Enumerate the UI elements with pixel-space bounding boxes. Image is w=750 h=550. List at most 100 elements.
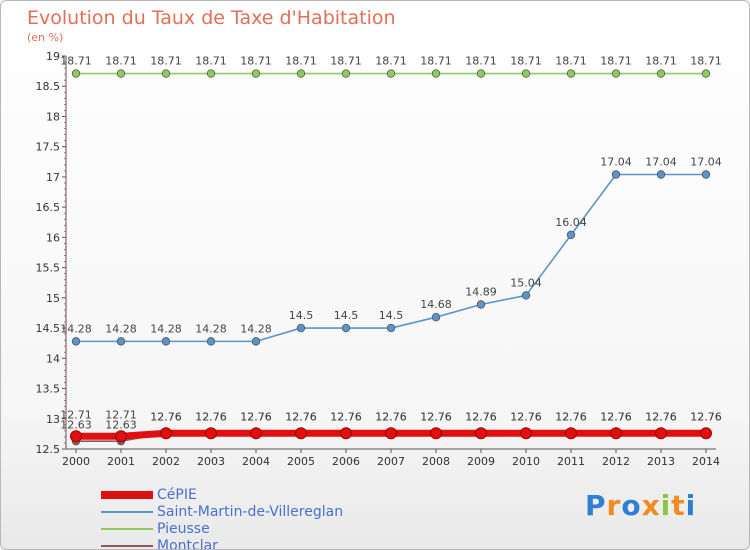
data-point <box>71 337 81 346</box>
data-label: 18.71 <box>105 55 137 68</box>
data-point <box>205 427 217 440</box>
data-label: 12.76 <box>510 410 542 423</box>
data-label: 12.63 <box>60 418 92 431</box>
data-point <box>431 69 441 78</box>
data-point <box>701 170 711 179</box>
data-label: 12.76 <box>375 410 407 423</box>
data-point <box>296 323 306 333</box>
data-label: 18.71 <box>195 55 227 68</box>
y-tick-label: 16 <box>46 231 60 244</box>
data-label: 14.5 <box>334 309 359 322</box>
data-point <box>251 69 261 78</box>
data-label: 12.76 <box>285 410 317 423</box>
y-tick-label: 15.5 <box>36 262 61 275</box>
data-label: 12.76 <box>690 410 722 423</box>
data-point <box>116 337 126 346</box>
data-point <box>700 427 712 440</box>
data-label: 14.5 <box>289 309 314 322</box>
data-label: 12.76 <box>645 410 677 423</box>
data-point <box>476 69 486 78</box>
data-point <box>386 69 396 78</box>
logo-letter: i <box>660 489 672 522</box>
x-tick-label: 2003 <box>197 455 225 468</box>
data-point <box>520 427 532 440</box>
x-tick-label: 2004 <box>242 455 270 468</box>
data-point <box>115 430 127 443</box>
data-label: 12.71 <box>60 408 92 421</box>
data-label: 18.71 <box>690 55 722 68</box>
data-label: 14.28 <box>60 322 92 335</box>
data-point <box>431 312 441 322</box>
data-label: 12.76 <box>465 410 497 423</box>
data-point <box>655 427 667 440</box>
data-label: 12.76 <box>240 410 272 423</box>
unit-label: (en %) <box>27 31 64 44</box>
data-point <box>566 230 576 240</box>
data-point <box>521 69 531 78</box>
data-point <box>70 430 82 443</box>
data-label: 14.28 <box>150 322 182 335</box>
x-tick-label: 2012 <box>602 455 630 468</box>
data-point <box>340 427 352 440</box>
data-point <box>430 427 442 440</box>
data-label: 18.71 <box>375 55 407 68</box>
series-2 <box>71 69 711 78</box>
data-point <box>296 69 306 78</box>
data-label: 18.71 <box>420 55 452 68</box>
logo-letter: x <box>641 489 661 522</box>
series-1 <box>71 170 711 346</box>
x-tick-label: 2013 <box>647 455 675 468</box>
data-label: 12.76 <box>195 410 227 423</box>
data-label: 18.71 <box>555 55 587 68</box>
data-label: 12.63 <box>105 418 137 431</box>
data-label: 12.76 <box>240 410 272 423</box>
data-point <box>206 337 216 346</box>
data-point <box>386 323 396 333</box>
data-label-layer: 12.71 12.71 12.76 12.76 12.76 12.76 12.76 12.76… <box>60 55 722 432</box>
y-tick-label: 12.5 <box>36 443 61 456</box>
axes: 12.5 13 13.5 14 14.5 15 15.5 16 16.5 17 17.5 18 18.5… <box>36 50 721 468</box>
data-point <box>295 427 307 440</box>
x-tick-label: 2002 <box>152 455 180 468</box>
y-tick-label: 18 <box>46 110 60 123</box>
data-point <box>250 427 262 440</box>
data-point <box>161 69 171 78</box>
data-label: 12.76 <box>690 410 722 423</box>
logo-letter: t <box>671 489 686 522</box>
data-label: 12.76 <box>555 410 587 423</box>
data-label: 12.76 <box>510 410 542 423</box>
x-tick-label: 2000 <box>62 455 90 468</box>
legend-swatch <box>101 510 153 513</box>
x-tick-label: 2010 <box>512 455 540 468</box>
data-point <box>341 69 351 78</box>
data-label: 12.76 <box>600 410 632 423</box>
data-label: 17.04 <box>600 156 632 169</box>
legend-item: Pieusse <box>101 520 343 537</box>
logo-letter: r <box>606 489 622 522</box>
data-point <box>385 427 397 440</box>
data-label: 18.71 <box>285 55 317 68</box>
x-tick-label: 2008 <box>422 455 450 468</box>
legend-swatch <box>101 490 153 499</box>
data-point <box>656 69 666 78</box>
data-point <box>116 69 126 78</box>
data-label: 14.28 <box>240 322 272 335</box>
data-label: 12.76 <box>465 410 497 423</box>
data-label: 12.76 <box>555 410 587 423</box>
y-tick-label: 13 <box>46 413 60 426</box>
legend-item: Saint-Martin-de-Villereglan <box>101 503 343 520</box>
y-tick-label: 14.5 <box>36 322 61 335</box>
legend-swatch <box>101 544 153 547</box>
legend-label: Pieusse <box>157 520 210 537</box>
legend-item: Montclar <box>101 537 343 549</box>
data-point <box>521 291 531 300</box>
data-label: 14.68 <box>420 298 452 311</box>
data-point <box>71 69 81 78</box>
x-tick-label: 2007 <box>377 455 405 468</box>
logo-letter: i <box>685 489 697 522</box>
data-point <box>341 323 351 333</box>
data-label: 12.76 <box>195 410 227 423</box>
y-tick-label: 17 <box>46 171 60 184</box>
